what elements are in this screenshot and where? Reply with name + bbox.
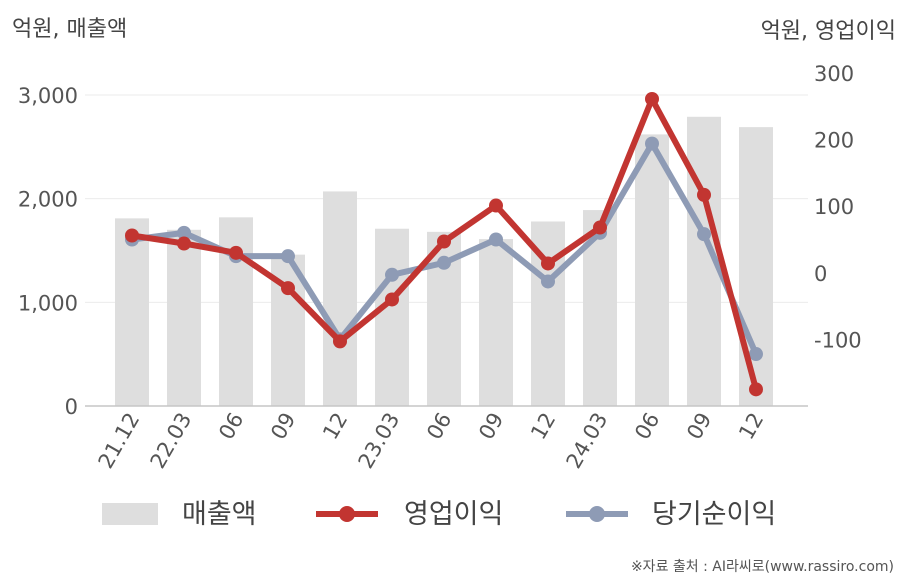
- right-tick-label: 200: [814, 129, 854, 153]
- operating-profit-point: [437, 234, 451, 249]
- net-income-point: [541, 274, 555, 289]
- legend: 매출액 영업이익 당기순이익: [102, 499, 776, 530]
- left-tick-label: 1,000: [18, 291, 78, 315]
- operating-profit-point: [125, 228, 139, 243]
- x-tick-label: 09: [474, 409, 508, 444]
- left-tick-label: 2,000: [18, 188, 78, 212]
- operating-profit-point: [593, 220, 607, 235]
- operating-profit-point: [645, 91, 659, 106]
- operating-profit-legend-label: 영업이익: [404, 499, 503, 530]
- operating-profit-point: [697, 187, 711, 202]
- right-tick-label: 300: [814, 62, 854, 86]
- revenue-bar: [323, 191, 357, 406]
- profit-lines: [125, 91, 763, 397]
- x-tick-label: 12: [526, 409, 560, 444]
- x-tick-label: 21.12: [93, 409, 144, 473]
- x-tick-label: 06: [422, 409, 456, 444]
- operating-profit-point: [281, 281, 295, 296]
- revenue-legend-label: 매출액: [182, 499, 257, 530]
- operating-profit-point: [385, 292, 399, 307]
- left-axis-ticks: 0 1,000 2,000 3,000: [18, 84, 78, 419]
- x-tick-label: 24.03: [561, 409, 612, 473]
- right-tick-label: -100: [814, 328, 862, 352]
- revenue-legend-swatch: [102, 503, 158, 525]
- net-income-legend-marker: [589, 506, 605, 522]
- revenue-bar: [115, 218, 149, 406]
- operating-profit-point: [333, 334, 347, 349]
- revenue-bar: [375, 228, 409, 406]
- right-tick-label: 0: [814, 262, 827, 286]
- x-tick-label: 06: [630, 409, 664, 444]
- revenue-bar: [167, 229, 201, 406]
- x-tick-label: 06: [214, 409, 248, 444]
- x-tick-label: 22.03: [145, 409, 196, 473]
- net-income-point: [489, 232, 503, 247]
- net-income-point: [177, 225, 191, 240]
- x-axis-ticks: 21.12 22.03 06 09 12 23.03 06 09 12 24.03 06 09 12: [93, 409, 768, 473]
- operating-profit-point: [749, 382, 763, 397]
- operating-profit-point: [489, 198, 503, 213]
- left-axis-unit-label: 억원, 매출액: [12, 17, 127, 42]
- operating-profit-legend-marker: [339, 506, 355, 522]
- left-tick-label: 3,000: [18, 84, 78, 108]
- revenue-bar: [479, 239, 513, 406]
- x-tick-label: 12: [318, 409, 352, 444]
- operating-profit-point: [541, 256, 555, 271]
- revenue-bar: [219, 217, 253, 406]
- operating-profit-point: [177, 236, 191, 251]
- x-tick-label: 12: [734, 409, 768, 444]
- net-income-point: [281, 249, 295, 264]
- net-income-point: [437, 255, 451, 270]
- net-income-point: [385, 267, 399, 282]
- right-axis-ticks: -100 0 100 200 300: [814, 62, 862, 352]
- right-axis-unit-label: 억원, 영업이익: [761, 19, 896, 44]
- operating-profit-point: [229, 245, 243, 260]
- left-tick-label: 0: [65, 395, 78, 419]
- net-income-point: [645, 136, 659, 151]
- revenue-bar: [739, 127, 773, 407]
- x-tick-label: 09: [266, 409, 300, 444]
- x-tick-label: 09: [682, 409, 716, 444]
- net-income-point: [749, 347, 763, 362]
- source-note: ※자료 출처 : AI라씨로(www.rassiro.com): [631, 559, 894, 575]
- right-tick-label: 100: [814, 195, 854, 219]
- revenue-bar: [635, 134, 669, 407]
- net-income-point: [697, 227, 711, 242]
- x-tick-label: 23.03: [353, 409, 404, 473]
- net-income-legend-label: 당기순이익: [652, 499, 776, 530]
